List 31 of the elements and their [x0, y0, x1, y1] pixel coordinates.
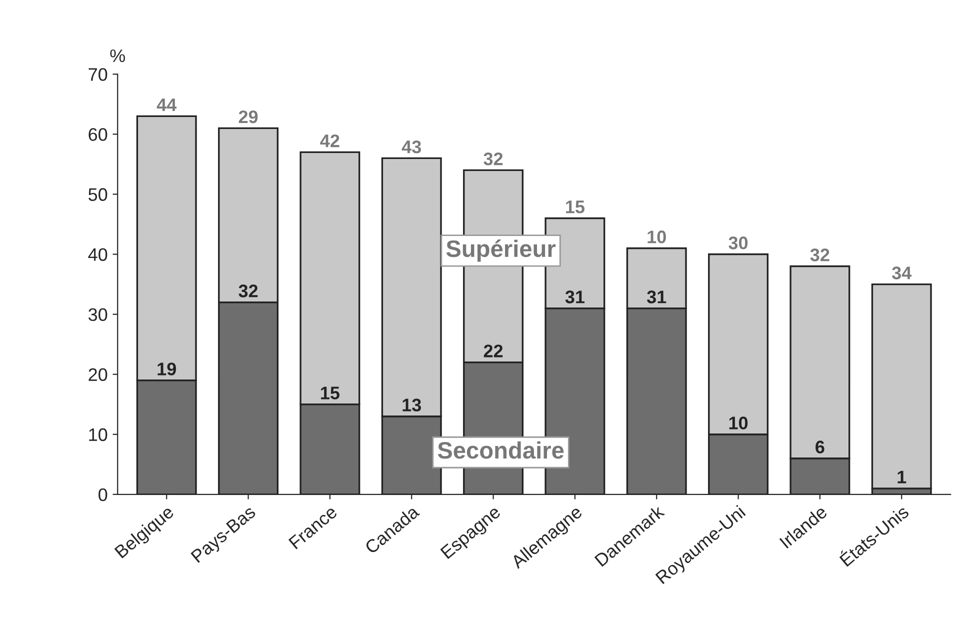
y-axis-title: %: [110, 49, 125, 62]
y-tick-label: 50: [88, 188, 108, 201]
y-tick-label: 0: [98, 488, 108, 502]
data-label: 15: [321, 386, 340, 400]
data-label: 31: [646, 290, 666, 304]
data-label: 43: [402, 140, 421, 154]
data-label: 30: [728, 236, 748, 250]
data-label: 42: [320, 134, 340, 148]
y-tick-label: 10: [89, 428, 108, 442]
data-label: 32: [238, 284, 258, 298]
y-tick-label: 40: [88, 248, 108, 261]
series-label: Secondaire: [438, 441, 564, 459]
data-label: 34: [892, 266, 912, 280]
data-label: 29: [238, 110, 258, 124]
data-label: 32: [810, 248, 830, 262]
data-label: 31: [565, 290, 584, 304]
data-label: 32: [484, 152, 503, 166]
y-tick-label: 20: [88, 368, 108, 382]
data-label: 15: [566, 200, 584, 214]
data-label: 1: [898, 470, 906, 484]
data-label: 6: [816, 440, 824, 454]
y-tick-label: 60: [88, 128, 108, 141]
data-label: 22: [484, 344, 503, 358]
y-tick-label: 70: [88, 68, 108, 81]
data-label: 10: [729, 416, 748, 430]
y-tick-label: 30: [88, 308, 108, 322]
data-label: 19: [158, 362, 176, 376]
data-label: 10: [648, 230, 666, 244]
data-label: 13: [402, 398, 421, 412]
series-label: Supérieur: [446, 240, 556, 262]
data-label: 44: [156, 98, 177, 112]
